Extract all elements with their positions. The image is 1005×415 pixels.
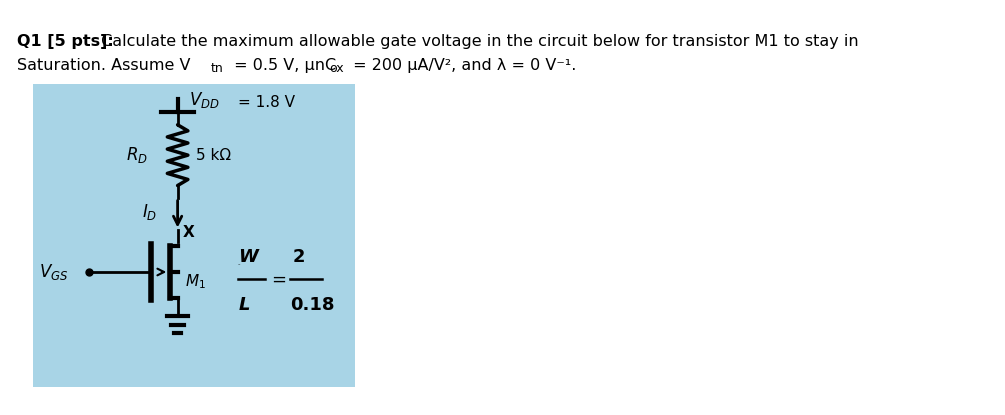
Text: $V_{DD}$: $V_{DD}$ — [189, 90, 219, 110]
Text: = 1.8 V: = 1.8 V — [238, 95, 295, 110]
Text: W: W — [238, 249, 258, 266]
Text: =: = — [271, 271, 286, 288]
Text: $R_D$: $R_D$ — [127, 145, 148, 165]
Text: 5 kΩ: 5 kΩ — [196, 148, 231, 163]
Text: $M_1$: $M_1$ — [185, 272, 206, 290]
Text: Calculate the maximum allowable gate voltage in the circuit below for transistor: Calculate the maximum allowable gate vol… — [96, 34, 859, 49]
Text: = 200 μA/V², and λ = 0 V⁻¹.: = 200 μA/V², and λ = 0 V⁻¹. — [348, 59, 576, 73]
Text: tn: tn — [210, 62, 223, 75]
Text: X: X — [182, 225, 194, 240]
Text: Q1 [5 pts]:: Q1 [5 pts]: — [17, 34, 114, 49]
Text: Saturation. Assume V: Saturation. Assume V — [17, 59, 190, 73]
Text: 2: 2 — [292, 249, 306, 266]
Text: $V_{GS}$: $V_{GS}$ — [39, 262, 68, 282]
Text: $I_D$: $I_D$ — [142, 203, 158, 222]
Text: = 0.5 V, μnC: = 0.5 V, μnC — [229, 59, 336, 73]
Text: 0.18: 0.18 — [289, 296, 335, 314]
Text: ox: ox — [329, 62, 344, 75]
Bar — [33, 84, 355, 388]
Text: L: L — [238, 296, 250, 314]
